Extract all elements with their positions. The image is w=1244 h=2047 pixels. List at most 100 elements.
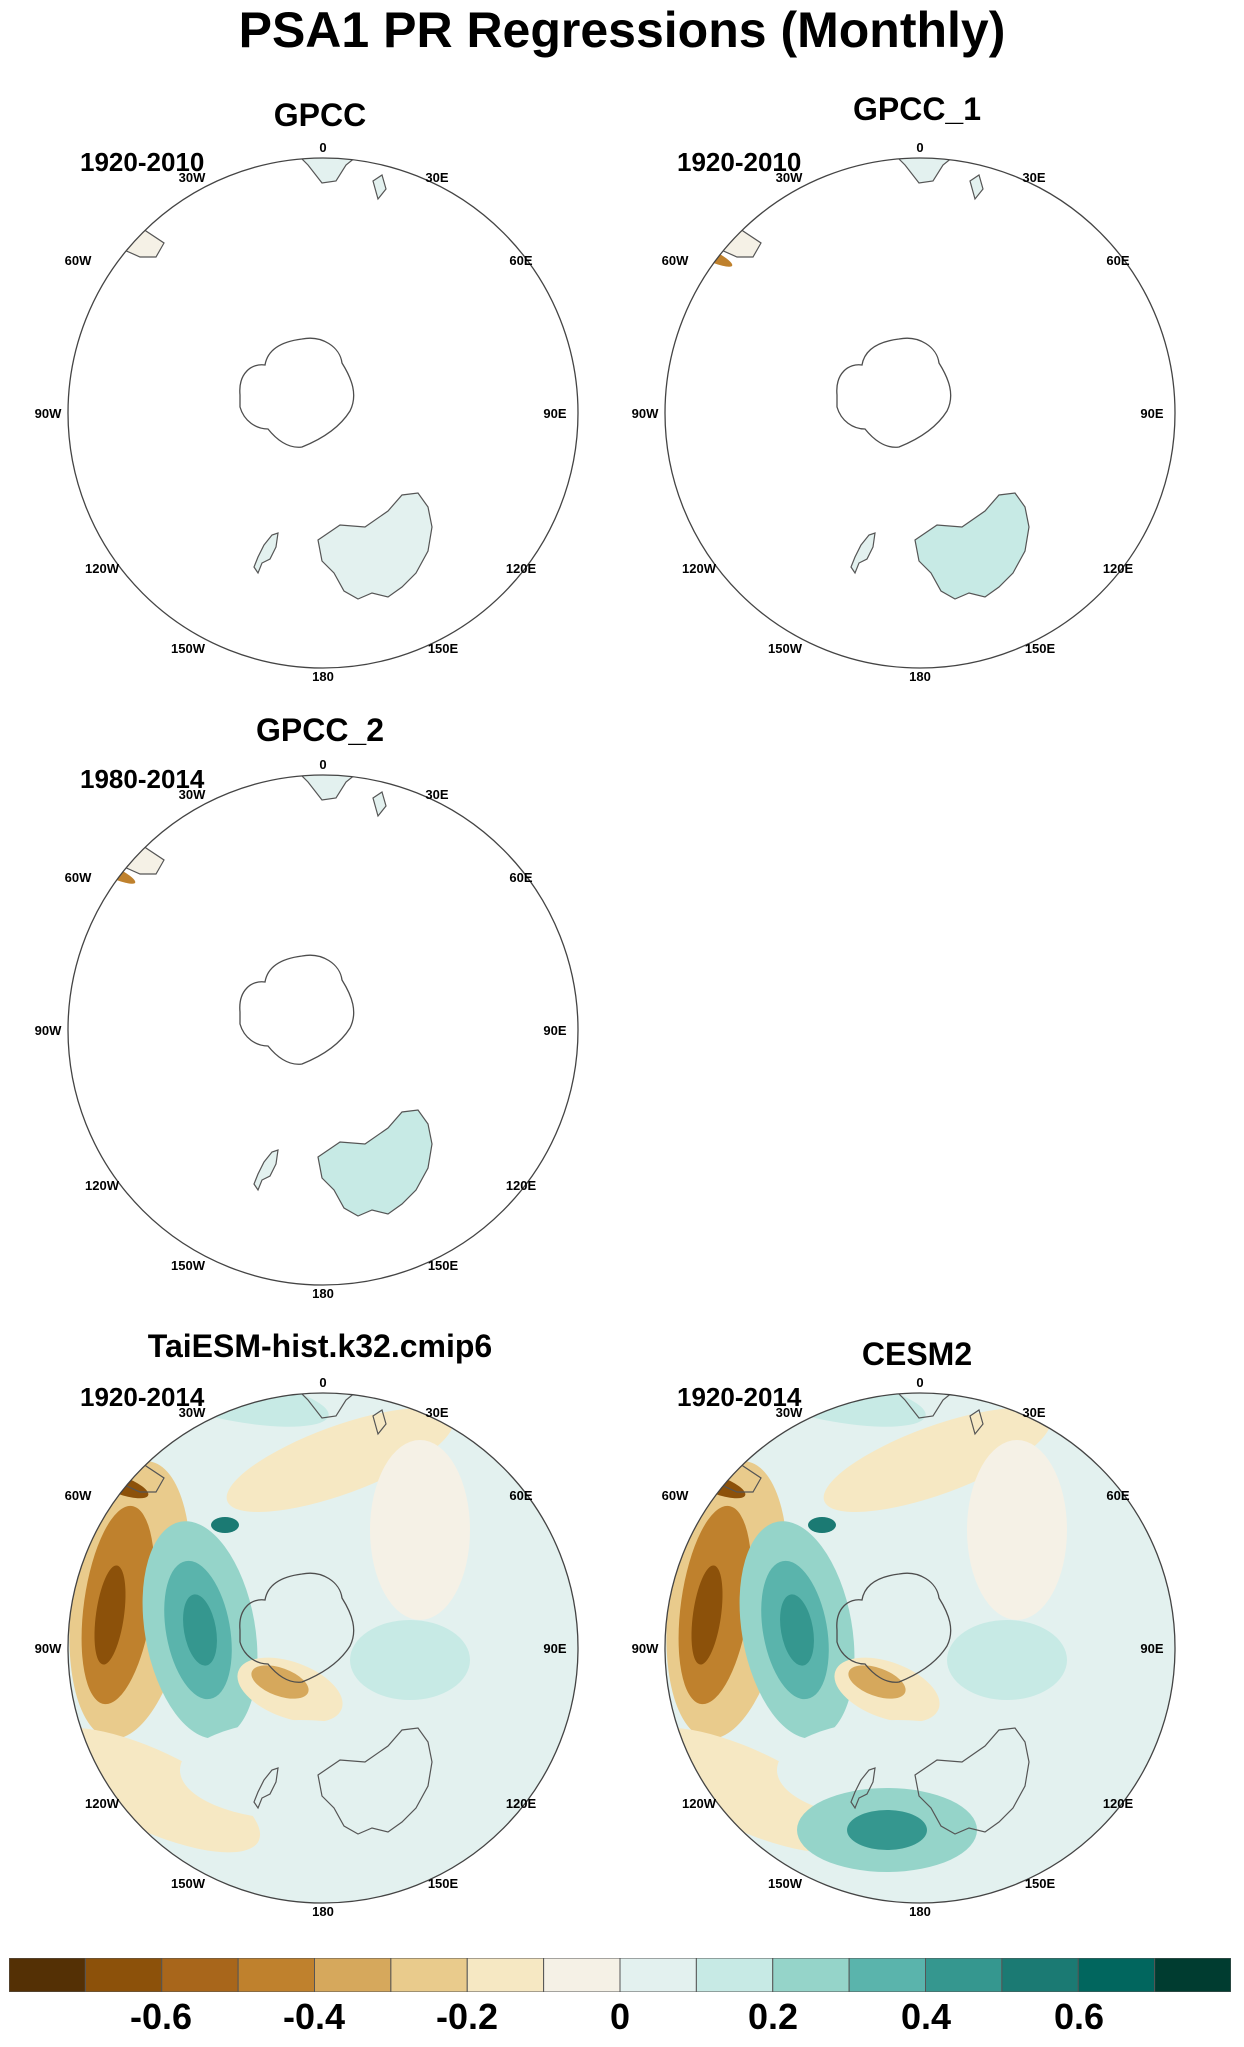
longitude-label: 150W	[171, 641, 206, 656]
australia-anomaly	[318, 493, 432, 599]
southern-cone-wet-anomaly	[86, 790, 114, 810]
map-border	[67, 774, 579, 1286]
precip-anomaly	[94, 1565, 126, 1665]
map-border	[67, 157, 579, 669]
precip-anomaly	[777, 1720, 1017, 1820]
patagonia-anomaly	[130, 810, 150, 834]
anomaly-field	[665, 1393, 1175, 1903]
precip-anomaly	[823, 1407, 1051, 1513]
longitude-label: 30E	[1022, 170, 1045, 185]
colorbar-swatch	[161, 1958, 239, 1992]
longitude-label: 120W	[85, 1796, 120, 1811]
coastline-antarctica	[239, 337, 355, 448]
longitude-label: 90W	[35, 1023, 62, 1038]
longitude-label: 0	[319, 757, 326, 772]
coastline-africa	[289, 158, 359, 184]
coastline-madagascar	[372, 791, 387, 818]
panel-years: 1920-2014	[677, 1382, 802, 1412]
africa-anomaly	[290, 775, 358, 800]
longitude-label: 30E	[425, 787, 448, 802]
panel-title: TaiESM-hist.k32.cmip6	[147, 1328, 493, 1364]
australia-anomaly	[318, 1110, 432, 1216]
new-zealand-anomaly	[254, 533, 278, 573]
coastline-madagascar	[372, 1409, 387, 1436]
south-america-anomaly	[68, 775, 164, 874]
longitude-label: 150W	[768, 1876, 803, 1891]
coastline-africa	[289, 775, 359, 801]
coastline-madagascar	[969, 1409, 984, 1436]
polar-map: 0 30E 60E 90E 120E 150E 180 150W 120W 90W 60W 30W	[35, 140, 579, 684]
precip-anomaly	[211, 1517, 239, 1533]
longitude-label: 60E	[509, 253, 532, 268]
colorbar-swatch	[314, 1958, 392, 1992]
panel-years: 1920-2010	[677, 147, 802, 177]
africa-anomaly	[887, 158, 955, 183]
longitude-label: 120W	[85, 1178, 120, 1193]
panel-gpcc-1: GPCC_1 1920-2010 0 30E 60E 90E 120E 150E 180 15…	[632, 91, 1197, 685]
coastline-new-zealand	[253, 1767, 279, 1810]
longitude-label: 120E	[1103, 1796, 1134, 1811]
south-america-anomaly	[665, 158, 761, 257]
precip-anomaly	[350, 1620, 470, 1700]
colorbar-swatch	[390, 1958, 468, 1992]
polar-map: 0 30E 60E 90E 120E 150E 180 150W 120W 90W 60W 30W	[35, 757, 579, 1301]
patagonia-anomaly	[727, 193, 747, 217]
coastline-madagascar	[969, 174, 984, 201]
colorbar-tick-label: 0.6	[1053, 1996, 1105, 2037]
longitude-label: 30E	[425, 170, 448, 185]
map-border	[664, 1392, 1176, 1904]
longitude-label: 30W	[179, 787, 206, 802]
longitude-label: 0	[319, 140, 326, 155]
longitude-label: 90E	[1140, 1641, 1163, 1656]
panel-cesm2: CESM2 1920-2014 0 30E 60E 90E 120E 150E 180 150…	[632, 1330, 1197, 1920]
longitude-label: 180	[909, 669, 931, 684]
longitude-label: 150W	[171, 1258, 206, 1273]
coastline-antarctica	[836, 337, 952, 448]
precip-anomaly	[808, 1517, 836, 1533]
colorbar-swatch	[925, 1958, 1003, 1992]
anomaly-field	[68, 158, 578, 668]
colorbar-swatch	[84, 1958, 163, 1992]
panel-title: GPCC_1	[852, 91, 982, 127]
coastline-africa	[289, 1393, 359, 1419]
longitude-label: 90E	[543, 1023, 566, 1038]
longitude-label: 60W	[662, 253, 689, 268]
map-background	[68, 775, 578, 1285]
longitude-label: 90W	[35, 1641, 62, 1656]
coastline-australia	[914, 1727, 1030, 1835]
longitude-label: 120E	[506, 561, 537, 576]
longitude-label: 120W	[682, 561, 717, 576]
longitude-label: 150E	[428, 641, 459, 656]
longitude-label: 60W	[662, 1488, 689, 1503]
panel-gpcc: GPCC 1920-2010 0 30E 60E 90E 120E 150E 180 150W…	[35, 95, 600, 685]
longitude-label: 0	[916, 140, 923, 155]
longitude-label: 180	[312, 669, 334, 684]
longitude-label: 150E	[1025, 1876, 1056, 1891]
longitude-label: 150W	[171, 1876, 206, 1891]
colorbar-swatch	[9, 1958, 86, 1992]
panel-title: GPCC	[273, 97, 367, 133]
longitude-label: 60E	[1106, 253, 1129, 268]
precip-anomaly	[180, 1720, 420, 1820]
precip-anomaly	[68, 1727, 261, 1853]
coastline-new-zealand	[850, 532, 876, 575]
longitude-label: 60E	[509, 870, 532, 885]
map-background	[665, 158, 1175, 668]
longitude-label: 150E	[428, 1876, 459, 1891]
longitude-label: 120E	[506, 1796, 537, 1811]
coastline-africa	[886, 158, 956, 184]
coastline-new-zealand	[253, 1149, 279, 1192]
colorbar-swatch	[543, 1958, 621, 1992]
polar-map: 0 30E 60E 90E 120E 150E 180 150W 120W 90W 60W 30W	[35, 1375, 579, 1919]
longitude-label: 60W	[65, 870, 92, 885]
coastline-antarctica	[836, 1572, 952, 1683]
colorbar-swatch	[695, 1958, 774, 1992]
longitude-label: 120W	[682, 1796, 717, 1811]
longitude-label: 180	[312, 1286, 334, 1301]
new-zealand-anomaly	[254, 1150, 278, 1190]
coastline-australia	[317, 492, 433, 600]
precip-anomaly	[183, 1594, 217, 1666]
precip-anomaly	[848, 1665, 906, 1699]
longitude-label: 30E	[1022, 1405, 1045, 1420]
precip-anomaly	[226, 1407, 454, 1513]
